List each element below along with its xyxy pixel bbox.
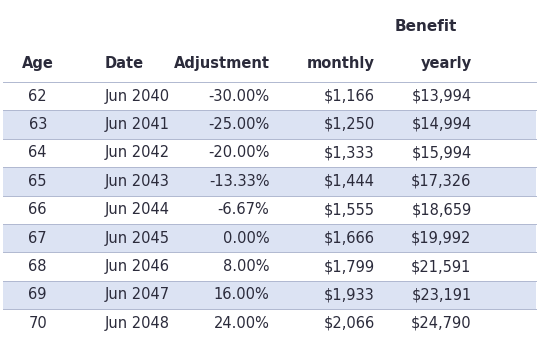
Text: yearly: yearly [420,57,472,71]
Text: 63: 63 [29,117,47,132]
Text: 65: 65 [29,174,47,189]
Text: Jun 2048: Jun 2048 [105,316,170,331]
Text: 66: 66 [29,202,47,217]
Text: 24.00%: 24.00% [213,316,270,331]
Text: monthly: monthly [307,57,375,71]
Text: $23,191: $23,191 [411,287,472,302]
Bar [3,281,536,309]
Text: Jun 2044: Jun 2044 [105,202,170,217]
Text: $1,666: $1,666 [323,231,375,246]
Text: -6.67%: -6.67% [218,202,270,217]
Text: 68: 68 [29,259,47,274]
Text: Age: Age [22,57,54,71]
Text: Jun 2046: Jun 2046 [105,259,170,274]
Bar [3,224,536,252]
Text: $24,790: $24,790 [411,316,472,331]
Text: 16.00%: 16.00% [214,287,270,302]
Text: Jun 2043: Jun 2043 [105,174,170,189]
Text: $17,326: $17,326 [411,174,472,189]
Text: Jun 2041: Jun 2041 [105,117,170,132]
Text: $1,555: $1,555 [323,202,375,217]
Text: $1,166: $1,166 [323,89,375,104]
Text: $18,659: $18,659 [411,202,472,217]
Text: $15,994: $15,994 [411,145,472,160]
Text: $1,799: $1,799 [323,259,375,274]
Text: 0.00%: 0.00% [223,231,270,246]
Text: 70: 70 [29,316,47,331]
Text: $13,994: $13,994 [411,89,472,104]
Text: $19,992: $19,992 [411,231,472,246]
Text: $1,250: $1,250 [323,117,375,132]
Text: -20.00%: -20.00% [208,145,270,160]
Text: $1,933: $1,933 [324,287,375,302]
Text: Jun 2040: Jun 2040 [105,89,170,104]
Text: $2,066: $2,066 [323,316,375,331]
Text: 67: 67 [29,231,47,246]
Text: Jun 2045: Jun 2045 [105,231,170,246]
Text: Date: Date [105,57,144,71]
Text: Adjustment: Adjustment [174,57,270,71]
Text: -30.00%: -30.00% [209,89,270,104]
Text: 8.00%: 8.00% [223,259,270,274]
Text: Benefit: Benefit [395,19,457,34]
Text: Jun 2042: Jun 2042 [105,145,170,160]
Bar [3,167,536,195]
Text: 62: 62 [29,89,47,104]
Text: $14,994: $14,994 [411,117,472,132]
Text: Jun 2047: Jun 2047 [105,287,170,302]
Text: 69: 69 [29,287,47,302]
Text: -25.00%: -25.00% [208,117,270,132]
Text: $21,591: $21,591 [411,259,472,274]
Text: $1,333: $1,333 [324,145,375,160]
Text: $1,444: $1,444 [323,174,375,189]
Text: 64: 64 [29,145,47,160]
Text: -13.33%: -13.33% [209,174,270,189]
Bar [3,110,536,139]
